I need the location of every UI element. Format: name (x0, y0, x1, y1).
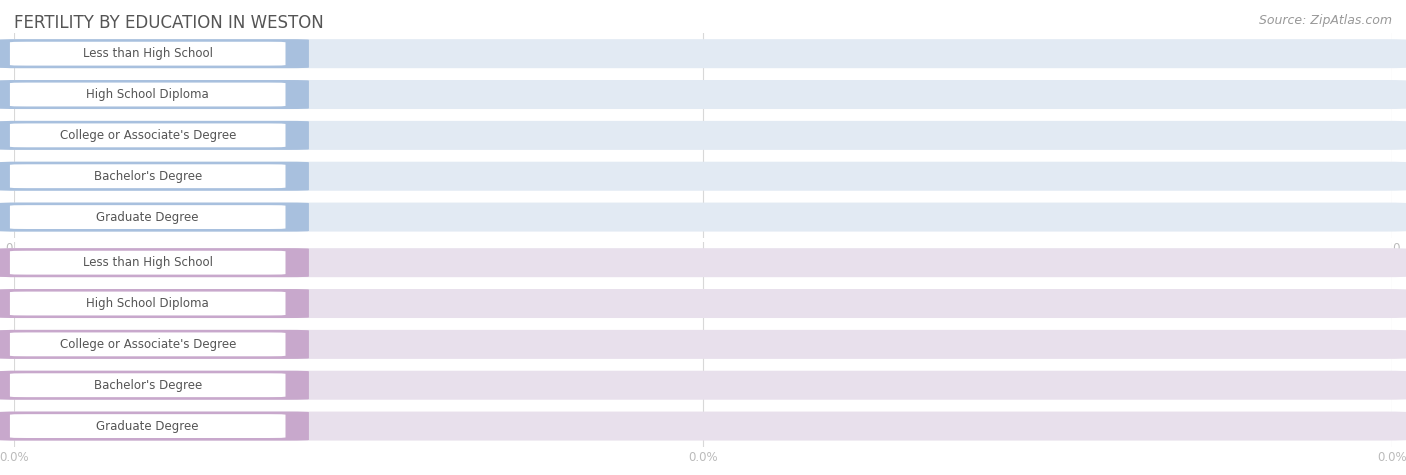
Text: Bachelor's Degree: Bachelor's Degree (94, 170, 202, 183)
FancyBboxPatch shape (0, 121, 1406, 150)
FancyBboxPatch shape (10, 251, 285, 275)
Text: 0.0%: 0.0% (247, 256, 280, 269)
FancyBboxPatch shape (0, 289, 309, 318)
FancyBboxPatch shape (0, 39, 309, 68)
FancyBboxPatch shape (0, 370, 309, 400)
FancyBboxPatch shape (10, 124, 285, 147)
FancyBboxPatch shape (0, 202, 1406, 232)
Text: Less than High School: Less than High School (83, 256, 212, 269)
Text: Bachelor's Degree: Bachelor's Degree (94, 379, 202, 392)
FancyBboxPatch shape (10, 164, 285, 188)
Text: 0.0: 0.0 (259, 210, 280, 224)
Text: 0.0%: 0.0% (247, 379, 280, 392)
FancyBboxPatch shape (0, 248, 309, 277)
Text: 0.0: 0.0 (259, 88, 280, 101)
Text: Graduate Degree: Graduate Degree (97, 419, 200, 433)
Text: 0.0: 0.0 (259, 129, 280, 142)
Text: High School Diploma: High School Diploma (86, 297, 209, 310)
Text: 0.0%: 0.0% (247, 338, 280, 351)
FancyBboxPatch shape (0, 411, 1406, 441)
FancyBboxPatch shape (0, 202, 309, 232)
Text: 0.0%: 0.0% (247, 419, 280, 433)
Text: Less than High School: Less than High School (83, 47, 212, 60)
FancyBboxPatch shape (0, 80, 309, 109)
FancyBboxPatch shape (10, 373, 285, 397)
FancyBboxPatch shape (0, 248, 1406, 277)
FancyBboxPatch shape (0, 162, 1406, 191)
FancyBboxPatch shape (0, 370, 1406, 400)
Text: Source: ZipAtlas.com: Source: ZipAtlas.com (1258, 14, 1392, 27)
FancyBboxPatch shape (10, 332, 285, 356)
FancyBboxPatch shape (10, 205, 285, 229)
Text: Graduate Degree: Graduate Degree (97, 210, 200, 224)
FancyBboxPatch shape (0, 80, 1406, 109)
FancyBboxPatch shape (0, 411, 309, 441)
Text: 0.0%: 0.0% (247, 297, 280, 310)
FancyBboxPatch shape (10, 292, 285, 315)
Text: FERTILITY BY EDUCATION IN WESTON: FERTILITY BY EDUCATION IN WESTON (14, 14, 323, 32)
Text: College or Associate's Degree: College or Associate's Degree (59, 338, 236, 351)
FancyBboxPatch shape (0, 289, 1406, 318)
FancyBboxPatch shape (0, 162, 309, 191)
FancyBboxPatch shape (0, 39, 1406, 68)
Text: College or Associate's Degree: College or Associate's Degree (59, 129, 236, 142)
Text: 0.0: 0.0 (259, 47, 280, 60)
FancyBboxPatch shape (10, 83, 285, 106)
Text: High School Diploma: High School Diploma (86, 88, 209, 101)
FancyBboxPatch shape (0, 330, 309, 359)
FancyBboxPatch shape (0, 330, 1406, 359)
FancyBboxPatch shape (10, 414, 285, 438)
Text: 0.0: 0.0 (259, 170, 280, 183)
FancyBboxPatch shape (0, 121, 309, 150)
FancyBboxPatch shape (10, 42, 285, 66)
